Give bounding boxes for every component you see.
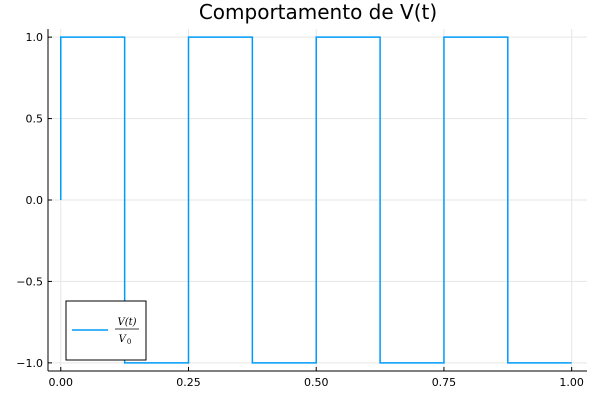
chart-title: Comportamento de V(t) (199, 0, 437, 24)
x-tick-label: 0.25 (176, 376, 201, 389)
series-line (60, 36, 572, 364)
x-tick-label: 0.50 (304, 376, 329, 389)
legend-numerator: V(t) (117, 317, 136, 328)
y-tick-label: 0.5 (26, 113, 44, 126)
series-layer (60, 36, 572, 364)
legend-denominator: V0 (119, 334, 132, 346)
y-tick-label: −1.0 (16, 357, 43, 370)
y-tick-label: 1.0 (26, 31, 44, 44)
x-tick-label: 0.00 (49, 376, 74, 389)
axes: 0.00 0.25 0.50 0.75 1.00 −1.0 −0.5 0.0 0.5 1.0 (16, 29, 587, 389)
legend: V(t) V0 (65, 300, 147, 361)
y-tick-label: −0.5 (16, 275, 43, 288)
x-tick-label: 1.00 (559, 376, 584, 389)
x-tick-label: 0.75 (432, 376, 457, 389)
y-tick-label: 0.0 (26, 194, 44, 207)
